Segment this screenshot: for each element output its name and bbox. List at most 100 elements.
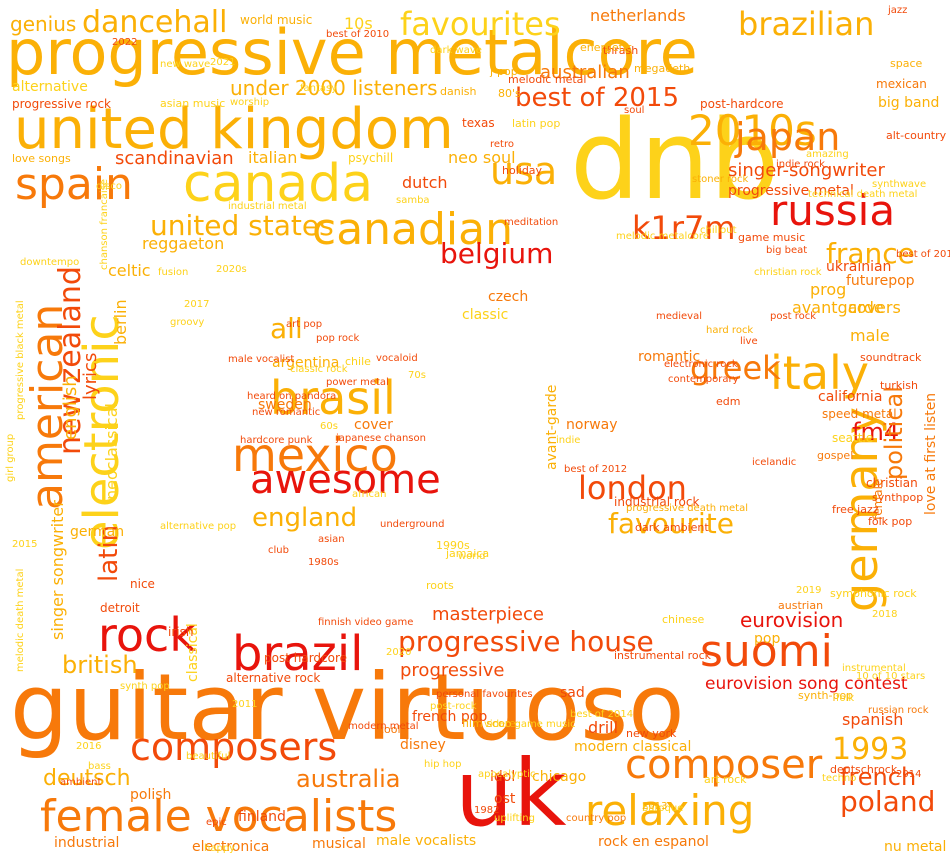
word-cloud-term: retro	[490, 139, 514, 150]
word-cloud-term: best of 2011	[896, 249, 950, 260]
word-cloud-term: english	[60, 375, 81, 440]
word-cloud-term: chile	[345, 355, 371, 368]
word-cloud-term: 2010s	[688, 106, 817, 155]
word-cloud-term: 60s	[320, 421, 338, 432]
word-cloud-term: 80's	[498, 87, 521, 100]
word-cloud-term: indie rock	[776, 159, 825, 170]
word-cloud-term: rock en espanol	[598, 834, 709, 850]
word-cloud-term: best of 2015	[515, 83, 679, 113]
word-cloud-term: post-rock	[430, 701, 477, 712]
word-cloud-term: cover	[354, 417, 393, 433]
word-cloud-term: post rock	[770, 311, 817, 322]
word-cloud-term: progressive death metal	[626, 503, 748, 514]
word-cloud-term: dnb	[570, 96, 780, 224]
word-cloud-term: spain	[15, 159, 133, 210]
word-cloud-term: italian	[248, 148, 298, 167]
word-cloud-term: poland	[840, 785, 936, 818]
word-cloud-term: best of 2014	[570, 709, 634, 720]
word-cloud-term: uplifting	[494, 813, 535, 824]
word-cloud-term: new romantic	[252, 407, 321, 418]
word-cloud-term: composers	[130, 725, 338, 769]
word-cloud-term: guitar virtuoso	[10, 654, 685, 761]
word-cloud-term: turkish	[880, 379, 918, 392]
word-cloud-term: megadeth	[634, 62, 691, 75]
word-cloud-term: melodic metal	[508, 73, 587, 86]
word-cloud-term: france	[826, 237, 915, 270]
word-cloud-term: 2020	[386, 647, 412, 658]
word-cloud-term: uk	[455, 740, 567, 847]
word-cloud-term: fusion	[158, 267, 189, 278]
word-cloud-term: chicago	[532, 769, 587, 785]
word-cloud-term: covers	[848, 298, 901, 317]
word-cloud-term: power metal	[326, 377, 389, 388]
word-cloud-term: female vocalists	[40, 791, 398, 842]
word-cloud-term: nice	[130, 577, 155, 591]
word-cloud-term: eurovision song contest	[705, 674, 908, 694]
word-cloud-term: 2020s	[216, 264, 247, 275]
word-cloud-term: electronic rock	[664, 359, 738, 370]
word-cloud-term: finnish video game	[318, 617, 414, 628]
word-cloud-term: brazilian	[738, 5, 875, 43]
word-cloud-term: bass	[88, 761, 111, 772]
word-cloud-term: soundtrack	[860, 351, 922, 364]
word-cloud-term: latin pop	[512, 117, 561, 130]
word-cloud-term: contemporary	[668, 374, 739, 385]
word-cloud-term: dancehall	[82, 5, 228, 40]
word-cloud-term: 1980s	[308, 557, 339, 568]
word-cloud-term: england	[252, 503, 358, 533]
word-cloud-term: k1r7m	[632, 209, 736, 247]
word-cloud-term: netherlands	[590, 6, 686, 25]
word-cloud-term: girl group	[5, 433, 16, 482]
word-cloud-term: british	[62, 651, 138, 679]
word-cloud-term: dutch	[402, 173, 448, 192]
word-cloud-term: reggaeton	[142, 234, 225, 253]
word-cloud-term: pop	[754, 631, 781, 647]
word-cloud-term: country pop	[566, 813, 627, 824]
word-cloud-term: happy	[204, 843, 236, 854]
word-cloud-term: big band	[878, 95, 940, 111]
word-cloud-term: canadian	[312, 204, 514, 255]
word-cloud-term: alternative pop	[160, 521, 237, 532]
word-cloud-term: dark ambient	[635, 521, 709, 534]
word-cloud-term: 1993	[832, 732, 909, 767]
word-cloud-term: deutsch	[43, 766, 131, 791]
word-cloud-term: prog	[810, 280, 847, 299]
word-cloud-term: christian	[866, 476, 918, 490]
word-cloud-term: finland	[238, 809, 286, 825]
word-cloud-term: all	[270, 312, 303, 345]
word-cloud-term: 10 of 10 stars	[856, 671, 926, 682]
word-cloud-term: 2016	[76, 741, 102, 752]
word-cloud-term: roots	[426, 579, 454, 592]
word-cloud-term: folk	[836, 693, 855, 704]
word-cloud-term: russian rock	[868, 705, 929, 716]
word-cloud-term: classic rock	[290, 364, 348, 375]
word-cloud-term: classic	[462, 307, 509, 323]
word-cloud-term: 70s	[408, 370, 426, 381]
word-cloud-term: 2021	[210, 57, 236, 68]
word-cloud-term: industrial	[54, 835, 120, 851]
word-cloud-term: argentina	[272, 355, 340, 371]
word-cloud-term: male	[850, 326, 890, 345]
word-cloud-term: 2011	[232, 699, 258, 710]
word-cloud-term: synth pop	[120, 681, 170, 692]
word-cloud-term: relaxing	[585, 786, 755, 835]
word-cloud-term: stoner rock	[692, 174, 749, 185]
word-cloud-term: 1990s	[436, 539, 470, 552]
word-cloud-term: suomi	[700, 626, 833, 677]
word-cloud-term: alternative	[12, 79, 88, 95]
word-cloud-term: jazz	[888, 5, 908, 16]
word-cloud-term: new york	[626, 727, 677, 740]
word-cloud-term: heard on pandora	[247, 391, 337, 402]
word-cloud-term: asian music	[160, 97, 226, 110]
word-cloud-term: amazing	[806, 149, 849, 160]
word-cloud-term: melodic metalcore	[616, 231, 709, 242]
word-cloud-term: hip hop	[424, 759, 462, 770]
word-cloud-term: masterpiece	[432, 604, 544, 625]
word-cloud-term: personal favourites	[436, 689, 533, 700]
word-cloud-term: live	[740, 336, 758, 347]
word-cloud-term: edm	[716, 395, 741, 408]
word-cloud-term: sweden	[258, 397, 312, 413]
word-cloud-term: space	[890, 57, 923, 70]
word-cloud-term: apocalyptic	[478, 769, 536, 780]
word-cloud-term: worship	[230, 97, 270, 108]
